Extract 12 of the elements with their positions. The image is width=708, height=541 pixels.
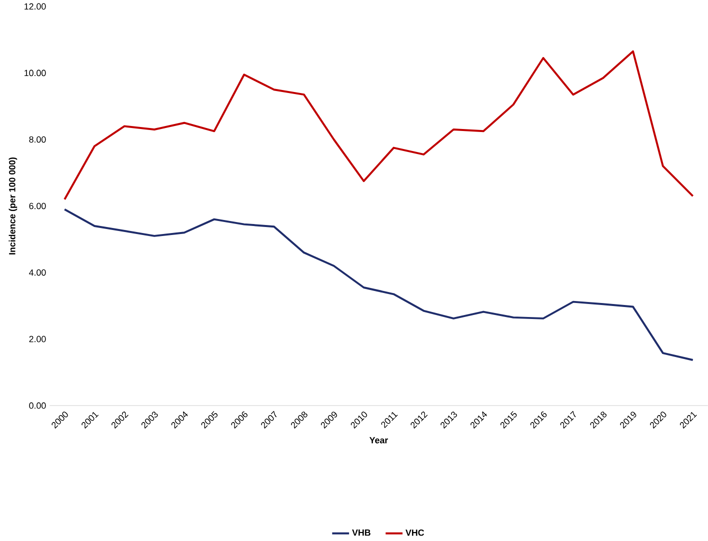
legend-label: VHC <box>406 529 424 536</box>
line-series <box>64 50 694 200</box>
y-tick-label: 10.00 <box>24 70 46 76</box>
y-tick-label: 2.00 <box>29 336 46 342</box>
y-tick-label: 6.00 <box>29 202 46 210</box>
y-tick-label: 4.00 <box>29 269 46 276</box>
y-tick-label: 0.00 <box>29 402 46 409</box>
x-axis-title: Year <box>369 437 388 444</box>
y-axis-title: Incidence (per 100 000) <box>8 157 18 254</box>
y-tick-label: 8.00 <box>29 136 46 143</box>
legend-label: VHB <box>352 529 370 536</box>
y-tick-label: 12.00 <box>24 3 46 10</box>
